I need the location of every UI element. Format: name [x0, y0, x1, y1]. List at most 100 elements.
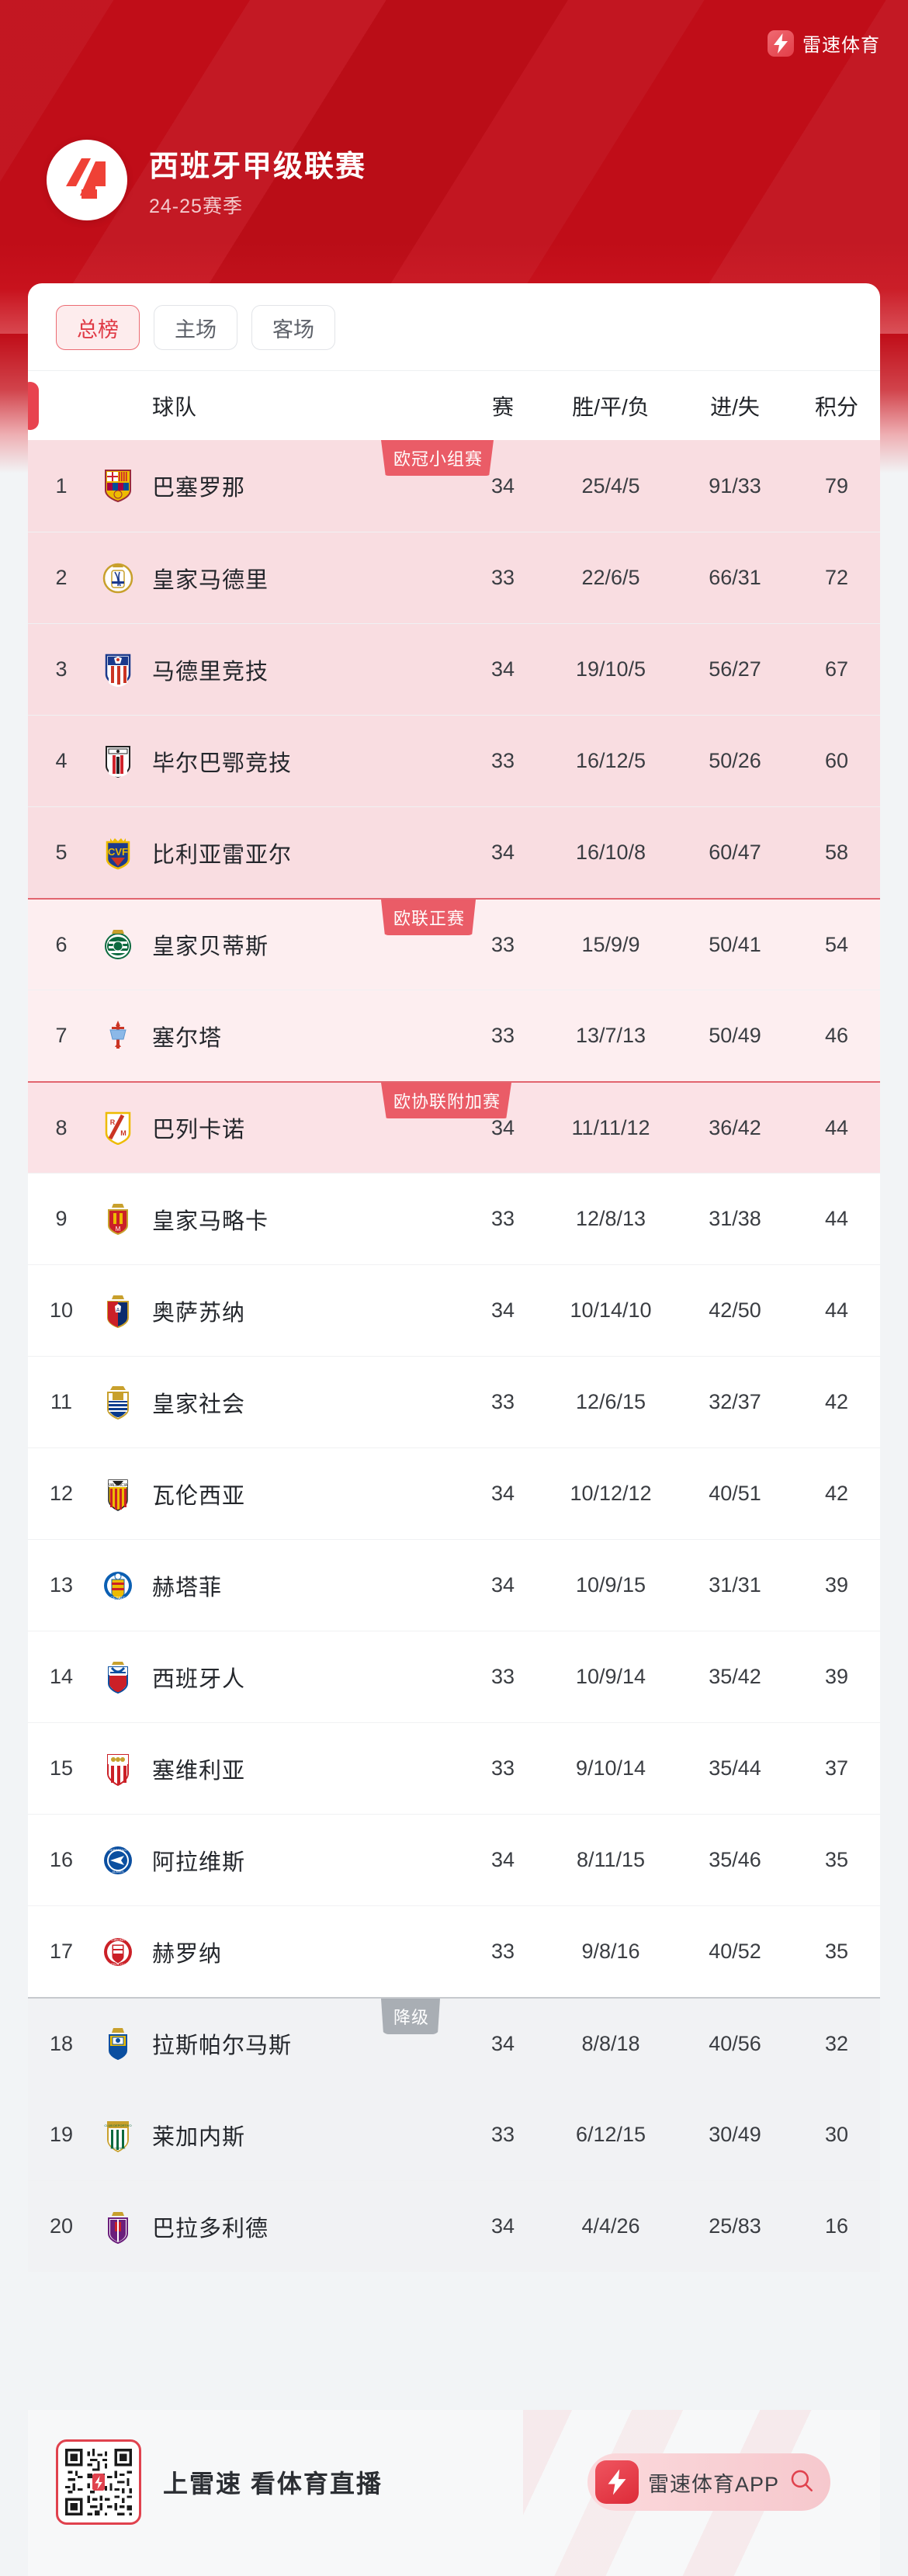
zone-badge: 欧联正赛: [381, 900, 477, 935]
row-rank: 12: [49, 1482, 74, 1505]
points: 32: [824, 2031, 849, 2055]
league-header: 西班牙甲级联赛 24-25赛季: [47, 140, 366, 220]
table-row[interactable]: 7 塞尔塔 33 13/7/13 50/49 46: [28, 990, 880, 1081]
column-header-team: 球队: [152, 394, 198, 419]
team-crest-icon: [95, 469, 141, 503]
table-row[interactable]: 10 A 奥萨苏纳 34 10/14/10 42/50 44: [28, 1264, 880, 1356]
points: 35: [824, 1940, 849, 1963]
points: 60: [824, 749, 849, 772]
table-row[interactable]: 16 DEPORTIVO ALAVES 阿拉维斯 34 8/11/15 35/46 35: [28, 1814, 880, 1905]
team-name: 塞维利亚: [152, 1758, 246, 1784]
tab-away[interactable]: 客场: [251, 305, 335, 350]
lightning-bolt-icon: [594, 2460, 639, 2504]
svg-text:M: M: [120, 1129, 126, 1137]
win-draw-loss: 12/8/13: [575, 1207, 646, 1230]
zone-badge: 欧冠小组赛: [381, 440, 494, 476]
table-row[interactable]: 2 皇家马德里 33 22/6/5 66/31 72: [28, 532, 880, 623]
app-download-button[interactable]: 雷速体育APP: [587, 2453, 830, 2511]
win-draw-loss: 6/12/15: [575, 2123, 646, 2146]
win-draw-loss: 12/6/15: [575, 1390, 646, 1413]
goals-for-against: 35/42: [709, 1665, 761, 1688]
goals-for-against: 36/42: [709, 1115, 761, 1139]
column-header-goals: 进/失: [710, 394, 760, 419]
points: 44: [824, 1298, 849, 1322]
team-crest-icon: [95, 927, 141, 962]
team-name: 阿拉维斯: [152, 1850, 246, 1875]
table-row[interactable]: 13 GETAFE 赫塔菲 34 10/9/15 31/31 39: [28, 1539, 880, 1631]
page-title: 西班牙甲级联赛: [149, 150, 367, 183]
points: 46: [824, 1024, 849, 1047]
table-row[interactable]: 4 毕尔巴鄂竞技 33 16/12/5 50/26 60: [28, 715, 880, 806]
matches-played: 33: [490, 1390, 515, 1413]
team-name: 赫罗纳: [152, 1941, 223, 1967]
table-row[interactable]: 9 M 皇家马略卡 33 12/8/13 31/38 44: [28, 1173, 880, 1264]
matches-played: 34: [490, 2214, 515, 2238]
table-row[interactable]: 12 VALENCIA 瓦伦西亚 34 10/12/12 40/51 42: [28, 1447, 880, 1539]
goals-for-against: 50/41: [709, 932, 761, 956]
table-row[interactable]: 降级 18 拉斯帕尔马斯 34 8/8/18 40/56 32: [28, 1997, 880, 2089]
team-crest-icon: GIRONA FUTBOL CLUB: [95, 1935, 141, 1969]
footer-caption: 上雷速 看体育直播: [163, 2470, 383, 2498]
team-name: 西班牙人: [152, 1666, 246, 1692]
svg-text:DEPORTIVO: DEPORTIVO: [109, 1848, 127, 1852]
team-crest-icon: VALENCIA: [95, 1477, 141, 1511]
row-rank: 14: [49, 1665, 74, 1688]
table-row[interactable]: 欧协联附加赛 8 R M 巴列卡诺 34 11/11/12 36/42 44: [28, 1081, 880, 1173]
table-row[interactable]: 15 塞维利亚 33 9/10/14 35/44 37: [28, 1722, 880, 1814]
table-row[interactable]: 欧联正赛 6 皇家贝蒂斯 33 15/9/9 50/41 54: [28, 898, 880, 990]
goals-for-against: 66/31: [709, 566, 761, 589]
zone-badge: 降级: [381, 1999, 441, 2034]
search-icon[interactable]: [788, 2467, 815, 2498]
win-draw-loss: 4/4/26: [581, 2214, 640, 2238]
zone-badge: 欧协联附加赛: [381, 1083, 512, 1118]
win-draw-loss: 8/11/15: [576, 1848, 646, 1871]
goals-for-against: 35/44: [709, 1756, 761, 1780]
row-rank: 7: [55, 1024, 68, 1047]
team-name: 皇家贝蒂斯: [152, 934, 269, 959]
goals-for-against: 40/56: [709, 2031, 761, 2055]
table-row[interactable]: 欧冠小组赛 1 巴塞罗那 34 25/4/5 91/33 79: [28, 440, 880, 532]
team-crest-icon: [95, 561, 141, 595]
team-name: 莱加内斯: [152, 2124, 246, 2150]
row-rank: 16: [49, 1848, 74, 1871]
matches-played: 33: [490, 566, 515, 589]
win-draw-loss: 10/9/15: [575, 1573, 646, 1597]
team-crest-icon: [95, 744, 141, 778]
tab-home[interactable]: 主场: [154, 305, 237, 350]
row-rank: 9: [55, 1207, 68, 1230]
team-crest-icon: [95, 1660, 141, 1694]
qr-code-icon[interactable]: [56, 2439, 141, 2525]
win-draw-loss: 16/12/5: [575, 749, 646, 772]
table-row[interactable]: 17 GIRONA FUTBOL CLUB 赫罗纳 33 9/8/16 40/52 35: [28, 1905, 880, 1997]
table-row[interactable]: 19 CLUB DEPORTIVO LEGANES 莱加内斯 33 6/12/15 30/4…: [28, 2089, 880, 2180]
row-rank: 5: [55, 841, 68, 864]
table-row[interactable]: 3 马德里竞技 34 19/10/5 56/27 67: [28, 623, 880, 715]
table-row[interactable]: 11 皇家社会 33 12/6/15 32/37 42: [28, 1356, 880, 1447]
tab-overall[interactable]: 总榜: [56, 305, 140, 350]
points: 39: [824, 1573, 849, 1597]
row-rank: 8: [55, 1115, 68, 1139]
table-row[interactable]: 5 CVF 比利亚雷亚尔 34 16/10/8 60/47 58: [28, 806, 880, 898]
svg-text:ALAVES: ALAVES: [112, 1870, 124, 1874]
row-rank: 13: [49, 1573, 74, 1597]
goals-for-against: 60/47: [709, 841, 761, 864]
standings-tabs: 总榜 主场 客场: [28, 283, 880, 370]
svg-text:M: M: [116, 1226, 121, 1233]
win-draw-loss: 22/6/5: [581, 566, 640, 589]
goals-for-against: 31/31: [709, 1573, 761, 1597]
row-rank: 20: [49, 2214, 74, 2238]
win-draw-loss: 16/10/8: [575, 841, 646, 864]
goals-for-against: 50/49: [709, 1024, 761, 1047]
table-row[interactable]: 14 西班牙人 33 10/9/14 35/42 39: [28, 1631, 880, 1722]
matches-played: 34: [490, 657, 515, 681]
goals-for-against: 50/26: [709, 749, 761, 772]
team-crest-icon: [95, 1752, 141, 1786]
footer-banner: 上雷速 看体育直播 雷速体育APP: [28, 2410, 880, 2576]
table-row[interactable]: 20 巴拉多利德 34 4/4/26 25/83 16: [28, 2180, 880, 2272]
matches-played: 34: [490, 1848, 515, 1871]
goals-for-against: 56/27: [709, 657, 761, 681]
team-crest-icon: [95, 1019, 141, 1053]
points: 37: [824, 1756, 849, 1780]
team-crest-icon: [95, 2210, 141, 2244]
